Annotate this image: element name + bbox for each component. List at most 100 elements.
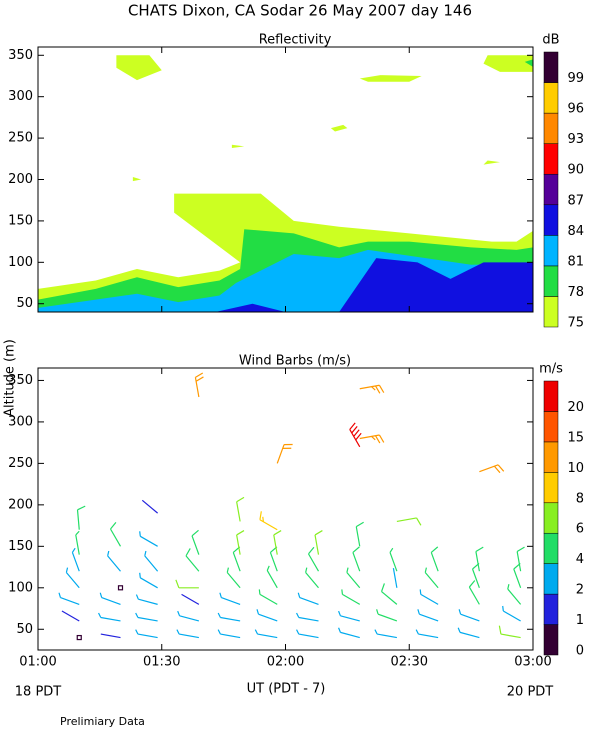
y-tick-label: 50 (16, 622, 33, 637)
wind-barb (349, 422, 362, 448)
x-note: 18 PDT (15, 685, 62, 700)
contour-regions (38, 55, 533, 312)
y-tick-label: 250 (8, 131, 33, 146)
reflectivity-panel: Reflectivity 50 100 150 200 250 300 350 dB 75 78 81… (8, 33, 584, 331)
footnote: Prelimiary Data (60, 715, 145, 728)
wind-barb (135, 629, 158, 639)
wind-barb (141, 499, 159, 514)
wind-barb (305, 567, 319, 589)
wind-barb (181, 593, 200, 605)
wind-barb (296, 629, 319, 639)
wind-barb (502, 605, 521, 622)
wind-barb (65, 567, 80, 589)
contour-region (359, 75, 422, 82)
colorbar-tick-label: 78 (567, 285, 584, 300)
y-tick-label: 250 (8, 456, 33, 471)
wind-barb (516, 546, 525, 572)
contour-region (524, 59, 533, 67)
wind-barb (58, 592, 80, 605)
colorbar-label: dB (542, 33, 559, 48)
wind-barb (273, 530, 282, 555)
colorbar-box (543, 563, 559, 595)
y-tick-label: 350 (8, 48, 33, 63)
wind-barb (71, 547, 80, 572)
wind-barb (359, 434, 385, 444)
y-tick-label: 100 (8, 580, 33, 595)
colorbar-tick-label: 0 (576, 644, 584, 659)
y-tick-label: 150 (8, 213, 33, 228)
wind-barb (307, 546, 320, 572)
colorbar-box (543, 51, 559, 83)
colorbar-box (543, 441, 559, 473)
colorbar-tick-label: 93 (567, 132, 584, 147)
colorbar-tick-label: 1 (576, 613, 584, 628)
wind-barb (392, 567, 398, 588)
x-tick-label: 03:00 (514, 655, 551, 670)
wind-barb (191, 529, 200, 555)
x-tick-label: 02:30 (391, 655, 428, 670)
wind-barbs (58, 372, 525, 641)
colorbar-tick-label: 4 (576, 552, 584, 567)
colorbar-tick-label: 8 (576, 491, 584, 506)
wind-barb (185, 548, 200, 572)
wind-barb (297, 592, 319, 605)
wind-barb (75, 530, 80, 555)
wind-barb (419, 589, 439, 605)
wind-barb (100, 633, 121, 639)
wind-barb (338, 627, 360, 639)
colorbar-box (543, 532, 559, 564)
wind-barb (76, 505, 86, 530)
wind-barb (177, 610, 200, 622)
panel-title: Wind Barbs (m/s) (239, 354, 351, 369)
panel-title: Reflectivity (259, 33, 332, 48)
wind-barb (256, 609, 278, 622)
colorbar-tick-label: 15 (567, 430, 584, 445)
calm-marker (76, 634, 82, 641)
colorbar-box (543, 380, 559, 412)
wind-barb (276, 443, 293, 464)
y-tick-label: 200 (8, 497, 33, 512)
wind-barb (176, 629, 199, 639)
colorbar-tick-label: 20 (567, 400, 584, 415)
wind-barb (236, 530, 245, 555)
wind-barb (314, 530, 323, 555)
figure-title: CHATS Dixon, CA Sodar 26 May 2007 day 14… (128, 2, 472, 20)
wind-barb (507, 584, 522, 605)
colorbar-box (543, 204, 559, 236)
calm-marker (117, 585, 124, 591)
wind-barb (355, 521, 364, 547)
wind-barb (374, 629, 397, 639)
colorbar-tick-label: 96 (567, 102, 584, 117)
colorbar-tick-label: 75 (567, 316, 584, 331)
contour-region (483, 55, 533, 72)
wind-barb (266, 565, 278, 589)
wind-barb (417, 609, 439, 622)
colorbar-box (543, 593, 559, 625)
wind-barb (396, 517, 422, 526)
colorbar-label: m/s (539, 362, 563, 377)
colorbar-box (543, 411, 559, 443)
wind-barb (217, 629, 241, 639)
colorbar-tick-label: 10 (567, 461, 584, 476)
wind-panel: Wind Barbs (m/s)5010015020025030035001:0… (8, 354, 584, 670)
wind-barb (109, 522, 122, 547)
contour-region (483, 160, 500, 165)
y-tick-label: 300 (8, 89, 33, 104)
contour-region (330, 124, 348, 132)
colorbar-box (543, 82, 559, 114)
colorbar-tick-label: 99 (567, 71, 584, 86)
wind-barb (139, 572, 158, 589)
wind-barb (254, 629, 278, 639)
y-tick-label: 50 (16, 296, 33, 311)
colorbar-tick-label: 81 (567, 254, 584, 269)
contour-region (231, 144, 245, 149)
x-axis-label: UT (PDT - 7) (247, 682, 326, 697)
wind-barb (376, 609, 398, 622)
colorbar-box (543, 502, 559, 534)
wind-barb (217, 612, 241, 622)
wind-barb (219, 592, 241, 605)
colorbar-box (543, 112, 559, 144)
colorbar-box (543, 472, 559, 504)
